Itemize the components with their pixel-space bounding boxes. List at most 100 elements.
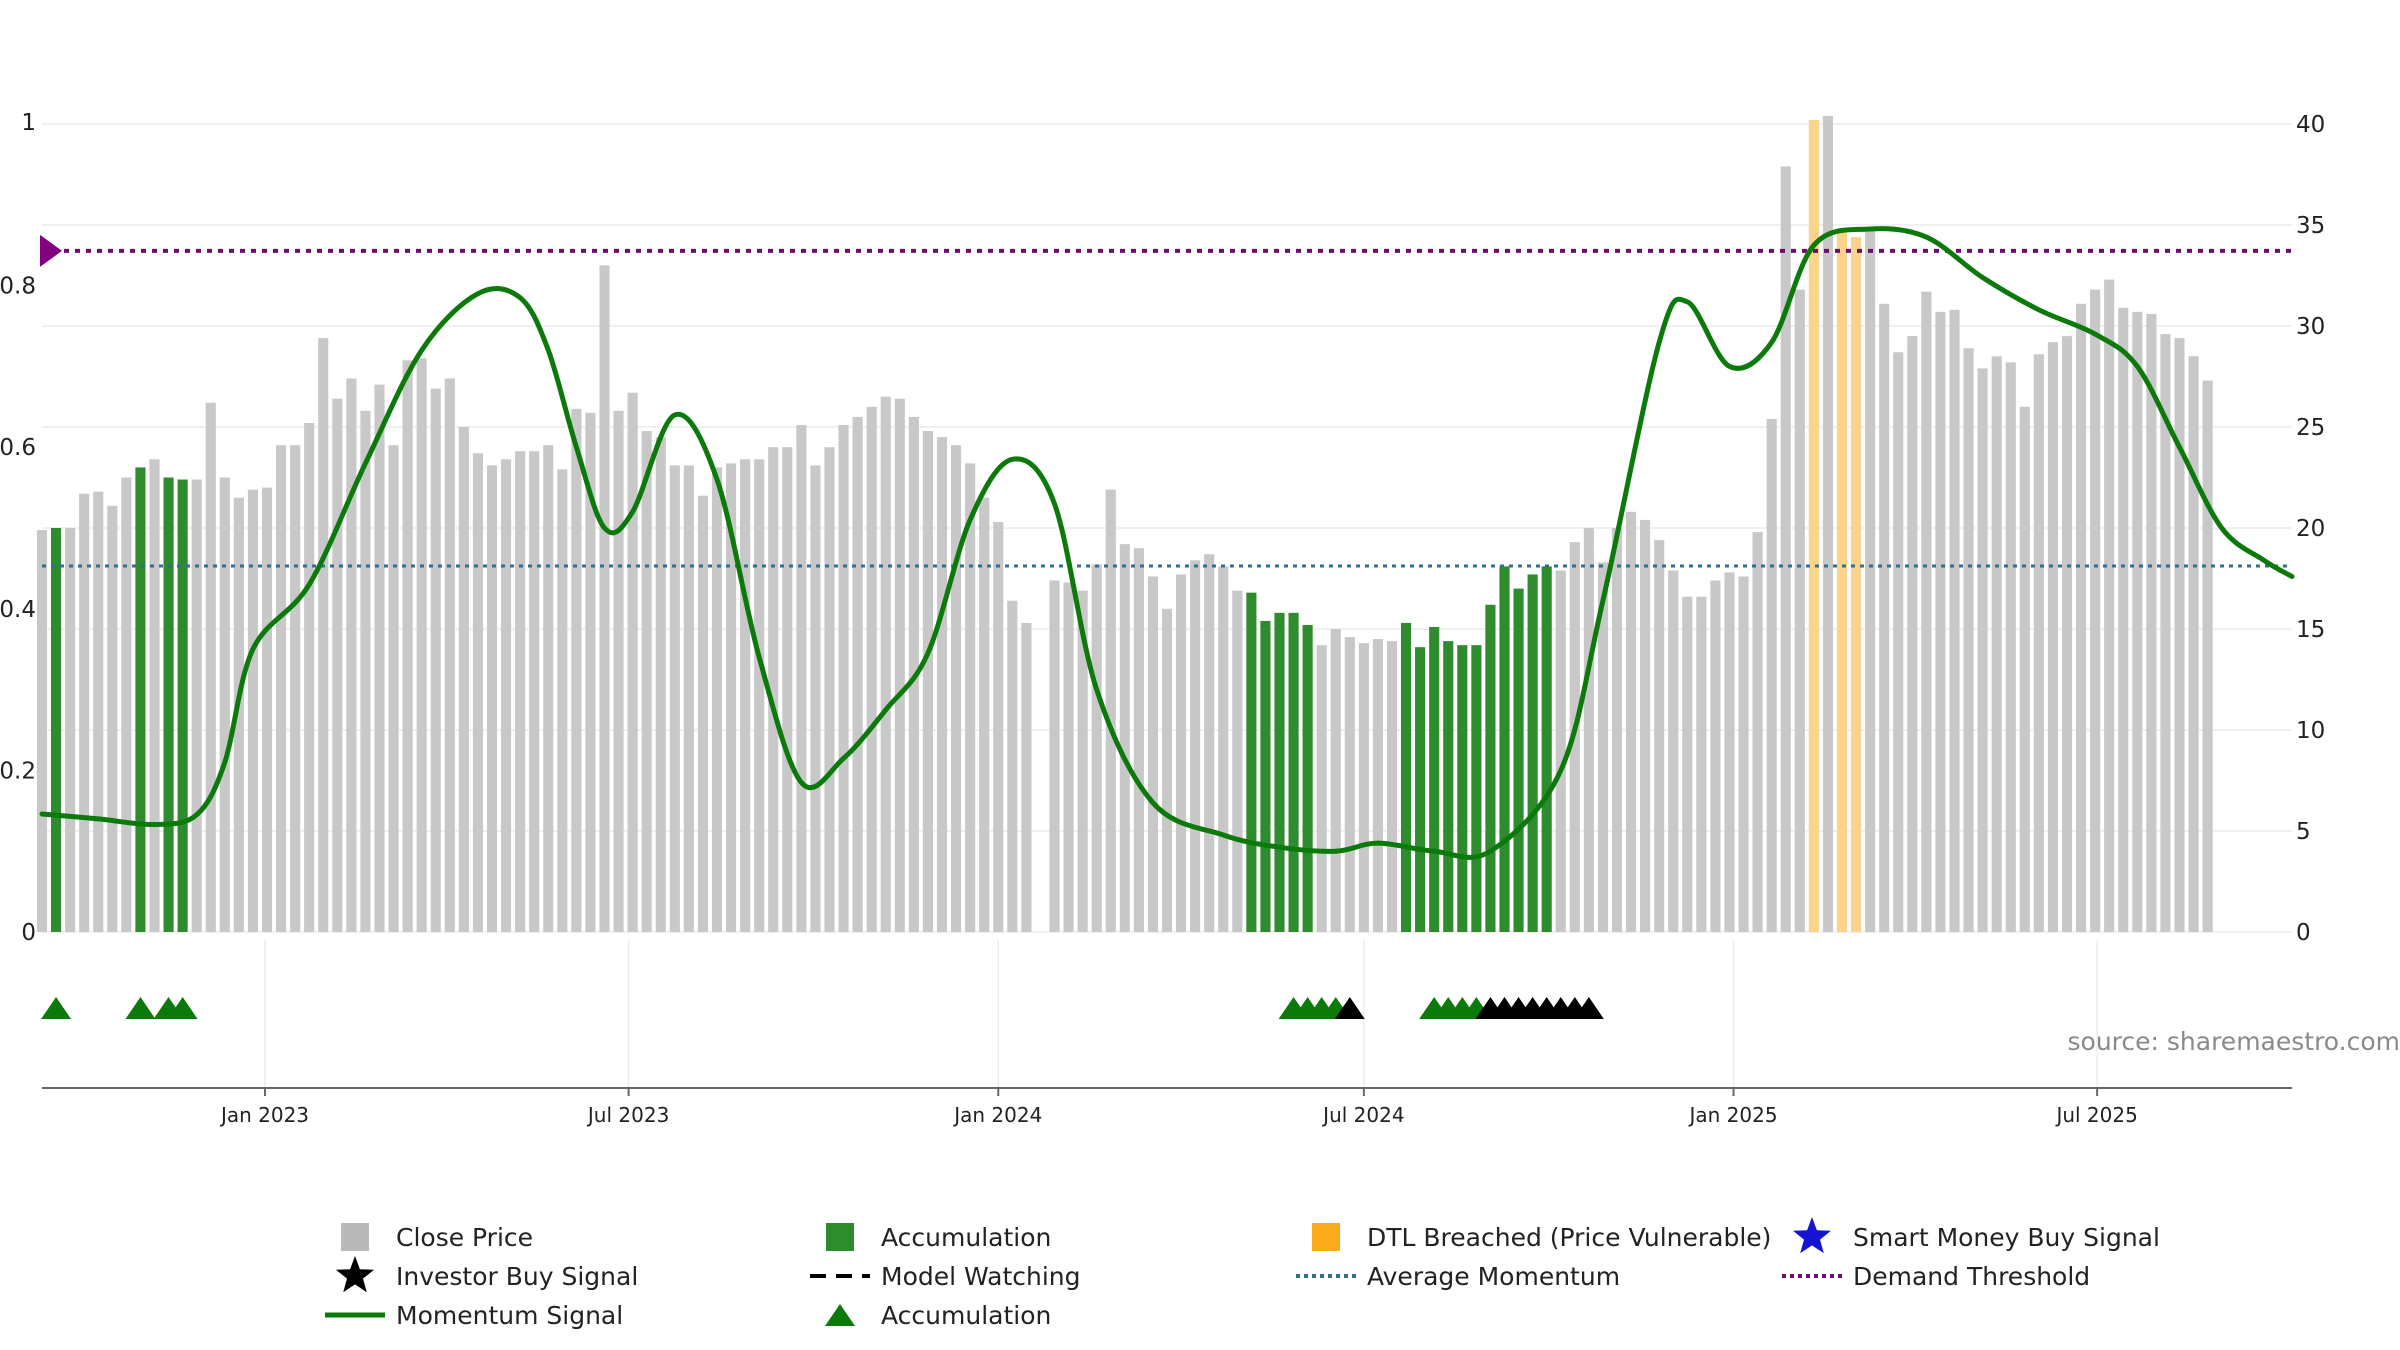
- price-bar: [2047, 342, 2058, 932]
- price-bar: [557, 469, 568, 932]
- accumulation_marker-triangle-icon: [825, 1304, 855, 1326]
- legend-label-dtl_breached: DTL Breached (Price Vulnerable): [1367, 1223, 1771, 1252]
- y-left-tick-label: 0.4: [0, 597, 36, 623]
- price-bar: [1021, 622, 1032, 932]
- price-bar: [1077, 590, 1088, 932]
- price-bar: [416, 358, 427, 932]
- price-bar: [936, 437, 948, 932]
- price-bar: [951, 445, 962, 932]
- price-bar: [1176, 574, 1187, 932]
- price-bar: [796, 424, 807, 932]
- price-bar: [360, 410, 371, 933]
- price-bar: [726, 463, 737, 932]
- price-bar: [669, 465, 680, 932]
- price-bar: [852, 416, 863, 932]
- x-tick-label: Jul 2024: [1321, 1103, 1404, 1127]
- price-bar: [1330, 629, 1341, 932]
- price-bar: [599, 265, 610, 932]
- price-bar: [1640, 519, 1651, 932]
- price-bar: [965, 463, 976, 932]
- price-bar: [1654, 540, 1665, 932]
- price-bar: [1386, 641, 1398, 932]
- price-bar: [1991, 356, 2002, 932]
- price-bar: [1682, 596, 1693, 932]
- price-bar: [2160, 334, 2171, 933]
- legend-item-average_momentum: Average Momentum: [1296, 1262, 1620, 1291]
- price-bar: [205, 402, 216, 932]
- price-bar: [711, 467, 723, 932]
- investor-buy-marker: [1573, 997, 1604, 1019]
- price-bar: [740, 459, 751, 932]
- price-bar: [65, 528, 76, 932]
- price-bar: [585, 412, 596, 932]
- price-bar: [1794, 289, 1805, 932]
- y-right-tick-label: 5: [2296, 819, 2311, 845]
- price-bar: [2202, 380, 2213, 932]
- price-bar: [1710, 580, 1721, 932]
- legend-label-accumulation: Accumulation: [881, 1223, 1051, 1252]
- legend-item-model_watching: Model Watching: [810, 1262, 1081, 1291]
- price-bar: [543, 445, 554, 932]
- price-bar: [374, 384, 385, 933]
- price-bar: [388, 445, 399, 932]
- price-bar: [1907, 336, 1918, 933]
- price-bar: [979, 497, 990, 932]
- accumulation-marker: [125, 997, 156, 1019]
- price-bar: [1372, 639, 1383, 932]
- price-bar: [402, 360, 413, 933]
- price-bar: [683, 465, 694, 932]
- price-bar: [233, 497, 244, 932]
- price-bar: [458, 427, 469, 932]
- price-bar: [1105, 489, 1116, 932]
- legend-item-momentum: Momentum Signal: [325, 1301, 623, 1330]
- x-tick-label: Jan 2024: [952, 1103, 1042, 1127]
- accumulation-bar: [163, 477, 174, 932]
- accumulation-bar: [1513, 588, 1524, 932]
- legend: Close Price Accumulation DTL Breached (Pri…: [325, 1217, 2160, 1330]
- price-bar: [107, 505, 118, 932]
- price-bar: [922, 431, 933, 932]
- y-left-tick-label: 1: [21, 110, 36, 136]
- legend-item-dtl_breached: DTL Breached (Price Vulnerable): [1312, 1223, 1771, 1252]
- accumulation-bar: [1541, 566, 1552, 932]
- price-bar: [290, 445, 301, 932]
- price-bar: [79, 493, 90, 932]
- legend-label-investor_buy: Investor Buy Signal: [396, 1262, 638, 1291]
- dtl_breached-legend-swatch: [1312, 1223, 1340, 1251]
- x-tick-label: Jul 2023: [586, 1103, 669, 1127]
- price-bar: [2076, 303, 2087, 932]
- accumulation-bar: [1260, 620, 1271, 932]
- legend-label-close_price: Close Price: [396, 1223, 533, 1252]
- price-bar: [2061, 336, 2073, 933]
- price-bar: [697, 495, 708, 932]
- accumulation-bar: [135, 467, 146, 932]
- price-bar: [36, 530, 48, 932]
- accumulation-bar: [1471, 645, 1482, 932]
- price-bar: [1133, 548, 1144, 932]
- accumulation-bar: [1302, 624, 1313, 932]
- price-bar: [1668, 570, 1679, 932]
- momentum-line: [39, 226, 2295, 860]
- y-right-tick-label: 40: [2296, 112, 2325, 138]
- price-bar: [2019, 406, 2030, 932]
- price-bar: [304, 422, 315, 932]
- price-bar: [430, 388, 441, 932]
- price-bar: [1766, 418, 1777, 932]
- price-bar: [1822, 115, 1833, 933]
- close_price-legend-swatch: [341, 1223, 369, 1251]
- accumulation-bar: [1499, 566, 1510, 932]
- price-bar: [824, 447, 835, 932]
- price-bar: [571, 408, 582, 932]
- legend-item-accumulation: Accumulation: [826, 1223, 1051, 1252]
- investor_buy-star-icon: [336, 1256, 374, 1293]
- accumulation-bar: [1527, 574, 1538, 932]
- momentum-layer: [39, 226, 2295, 860]
- price-bar: [2090, 289, 2101, 932]
- accumulation-bar: [1401, 622, 1412, 932]
- legend-label-demand_threshold: Demand Threshold: [1853, 1262, 2090, 1291]
- price-bar: [1218, 566, 1229, 932]
- price-bar: [1893, 352, 1904, 932]
- price-bar: [627, 392, 638, 932]
- legend-item-close_price: Close Price: [341, 1223, 533, 1252]
